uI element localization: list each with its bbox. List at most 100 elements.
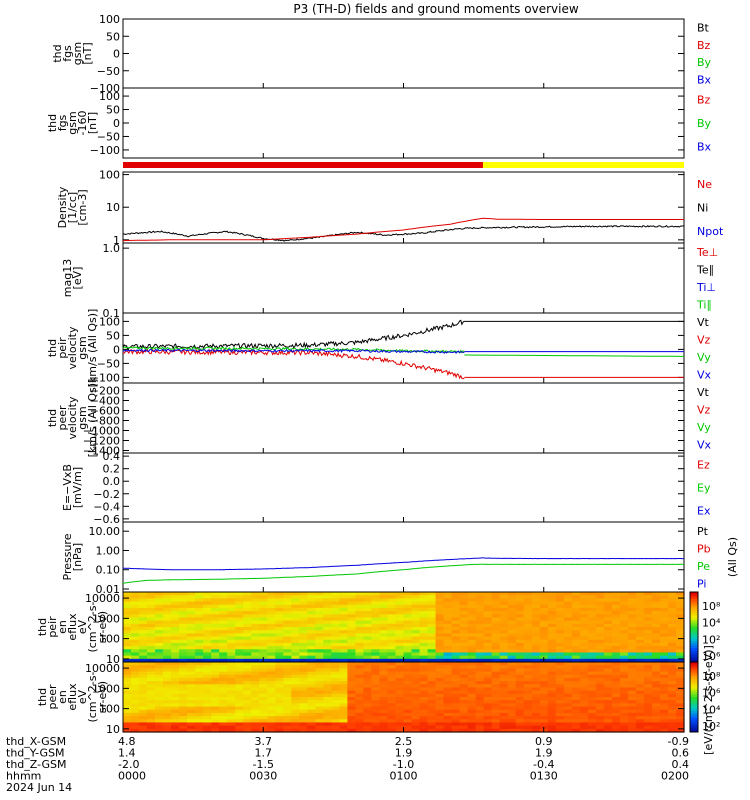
peir_en_eflux-heat-cell [579, 623, 589, 628]
peir_en_eflux-heat-cell [603, 598, 613, 603]
peer_en_eflux-heat-cell [275, 671, 284, 676]
peir_en_eflux-heat-cell [227, 623, 236, 628]
peir_en_eflux-heat-cell [219, 620, 228, 625]
peer_en_eflux-heat-cell [419, 668, 429, 673]
peir_en_eflux-heat-cell [235, 636, 244, 641]
peer_en_eflux-heat-cell [475, 728, 485, 733]
peer_en_eflux-heat-cell [363, 716, 373, 720]
peer_en_eflux-heat-cell [363, 684, 373, 689]
peer_en_eflux-heat-cell [547, 668, 557, 673]
peer_en_eflux-heat-cell [483, 716, 493, 720]
peer_en_eflux-heat-cell [347, 700, 357, 704]
peir_en_eflux-heat-cell [443, 633, 453, 638]
peir_en_eflux-heat-cell [147, 639, 156, 644]
peer_en_eflux-heat-cell [443, 684, 453, 689]
peir_en_eflux-heat-cell [603, 642, 613, 647]
peer_en_eflux-heat-cell [483, 712, 493, 717]
peer_en_eflux-heat-cell [347, 665, 357, 669]
peir_en_eflux-heat-cell [243, 646, 252, 650]
peir_en_eflux-heat-cell [467, 614, 477, 619]
peir_en_eflux-heat-cell [539, 595, 549, 599]
peir_en_eflux-heat-cell [195, 649, 204, 654]
peir_en_eflux-heat-cell [475, 655, 485, 660]
peir_en_eflux-heat-cell [411, 623, 421, 628]
colorbar-label: [eV/(cm^2-s-sr-eV)] [702, 645, 715, 755]
peir_en_eflux-heat-cell [667, 623, 677, 628]
peer_en_eflux-heat-cell [339, 697, 348, 701]
peir_en_eflux-colorbar-cell [690, 636, 698, 640]
peir_en_eflux-heat-cell [275, 642, 284, 647]
peer_en_eflux-colorbar-cell [690, 687, 698, 691]
peir_en_eflux-heat-cell [307, 592, 316, 596]
peir_en_eflux-heat-cell [619, 646, 629, 650]
peir_en_eflux-heat-cell [427, 652, 437, 657]
peer_en_eflux-heat-cell [563, 700, 573, 704]
peir_en_eflux-heat-cell [531, 627, 541, 631]
peir_en_eflux-heat-cell [555, 623, 565, 628]
peer_en_eflux-heat-cell [235, 674, 244, 679]
peir_en_eflux-heat-cell [299, 620, 308, 625]
peer_en_eflux-heat-cell [643, 700, 653, 704]
peer_en_eflux-heat-cell [515, 703, 525, 708]
peer_en_eflux-heat-cell [643, 697, 653, 701]
peir_en_eflux-heat-cell [507, 592, 517, 596]
peer_en_eflux-heat-cell [627, 709, 637, 714]
peer_en_eflux-heat-cell [659, 690, 669, 695]
peir_en_eflux-heat-cell [331, 646, 340, 650]
peir_en_eflux-heat-cell [651, 595, 661, 599]
peir_en_eflux-heat-cell [435, 592, 445, 596]
peer_en_eflux-heat-cell [427, 693, 437, 698]
peer_en_eflux-heat-cell [227, 728, 236, 733]
peir_en_eflux-heat-cell [451, 655, 461, 660]
peir_en_eflux-heat-cell [299, 617, 308, 622]
peir_en_eflux-heat-cell [307, 601, 316, 606]
peir_en_eflux-heat-cell [515, 639, 525, 644]
peer_en_eflux-heat-cell [555, 728, 565, 733]
peer_en_eflux-heat-cell [483, 671, 493, 676]
peir_en_eflux-heat-cell [347, 636, 357, 641]
peer_en_eflux-heat-cell [531, 725, 541, 730]
peer_en_eflux-heat-cell [515, 674, 525, 679]
peir_en_eflux-heat-cell [587, 614, 597, 619]
peer_en_eflux-heat-cell [403, 684, 413, 689]
peir_en_eflux-heat-cell [347, 627, 357, 631]
peir_en_eflux-heat-cell [347, 592, 357, 596]
peer_en_eflux-heat-cell [195, 687, 204, 692]
peer_en_eflux-heat-cell [643, 716, 653, 720]
peir_en_eflux-heat-cell [403, 636, 413, 641]
peer_en_eflux-heat-cell [643, 681, 653, 685]
efield-ylabel: [mV/m] [71, 467, 84, 508]
peer_en_eflux-heat-cell [179, 703, 188, 708]
peer_en_eflux-heat-cell [315, 700, 324, 704]
peer_en_eflux-heat-cell [443, 706, 453, 711]
peer_en_eflux-heat-cell [507, 662, 517, 666]
peer_en_eflux-heat-cell [339, 703, 348, 708]
density-series-ni [122, 224, 685, 242]
peir_en_eflux-colorbar-cell [690, 655, 698, 658]
peer_en_eflux-heat-cell [379, 697, 389, 701]
peir_en_eflux-heat-cell [147, 658, 156, 663]
peer_en_eflux-heat-cell [163, 668, 172, 673]
peir_velocity-ylabel: gsm [76, 336, 89, 359]
peer_en_eflux-heat-cell [339, 671, 348, 676]
peer_en_eflux-heat-cell [195, 697, 204, 701]
peer_en_eflux-heat-cell [387, 690, 397, 695]
peir_en_eflux-heat-cell [403, 655, 413, 660]
fgs-legend-0: Bt [697, 22, 710, 35]
peer_en_eflux-heat-cell [547, 700, 557, 704]
peer_en_eflux-heat-cell [379, 681, 389, 685]
peir_en_eflux-heat-cell [571, 611, 581, 615]
ephemeris-value: 0000 [118, 770, 146, 783]
peir_en_eflux-heat-cell [427, 630, 437, 634]
peir_en_eflux-heat-cell [323, 636, 332, 641]
peir_en_eflux-heat-cell [171, 614, 180, 619]
peer_en_eflux-heat-cell [163, 665, 172, 669]
peer_en_eflux-heat-cell [643, 668, 653, 673]
peer_en_eflux-heat-cell [539, 693, 549, 698]
peer_en_eflux-heat-cell [275, 665, 284, 669]
peir_en_eflux-heat-cell [179, 620, 188, 625]
peir_en_eflux-heat-cell [131, 620, 140, 625]
peer_en_eflux-heat-cell [243, 671, 252, 676]
peir_en_eflux-heat-cell [627, 592, 637, 596]
ephemeris-value: 0200 [661, 770, 689, 783]
